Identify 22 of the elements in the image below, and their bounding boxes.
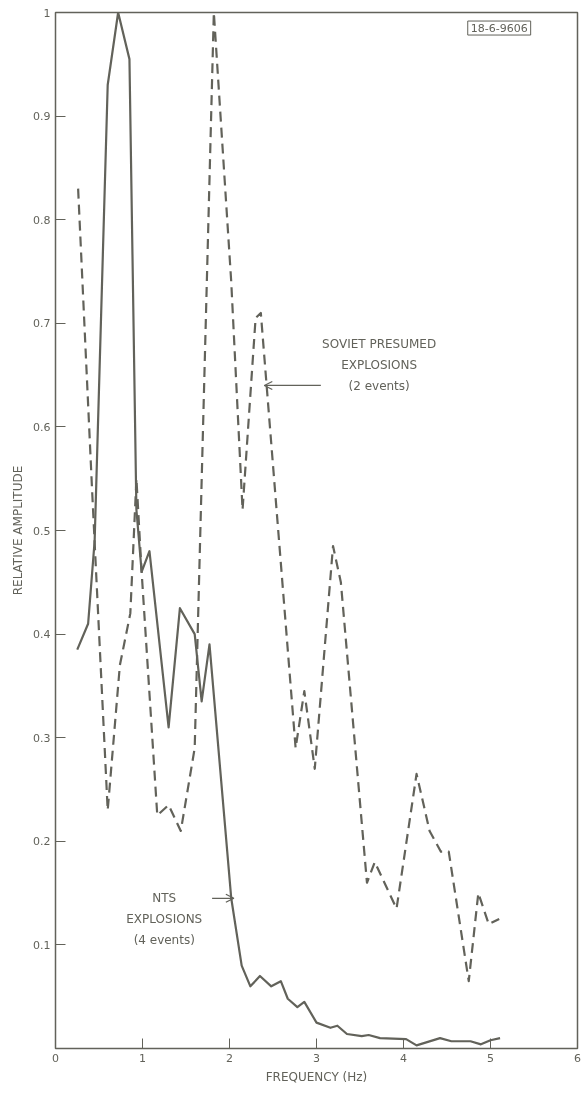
x-tick-label: 6: [574, 1051, 581, 1065]
y-tick-label: 0.1: [33, 938, 51, 952]
annotation: 18-6-9606: [470, 22, 528, 36]
y-tick-label: 0.3: [33, 731, 51, 745]
y-tick-label: 0.5: [33, 524, 51, 538]
y-tick-label: 0.4: [33, 628, 51, 642]
annotation: NTS EXPLOSIONS (4 events): [126, 891, 203, 947]
y-axis-title: RELATIVE AMPLITUDE: [11, 465, 26, 596]
x-tick-label: 5: [487, 1051, 494, 1065]
x-axis-title: FREQUENCY (Hz): [265, 1069, 368, 1084]
y-tick-label: 0.2: [33, 835, 51, 849]
y-tick-label: 0.8: [33, 213, 51, 227]
y-tick-label: 0.9: [33, 110, 51, 124]
x-tick-label: 0: [52, 1051, 59, 1065]
y-tick-label: 0.6: [33, 420, 51, 434]
x-tick-label: 4: [400, 1051, 407, 1065]
annotation: SOVIET PRESUMED EXPLOSIONS (2 events): [322, 336, 437, 393]
x-tick-label: 3: [313, 1051, 320, 1065]
x-tick-label: 1: [139, 1051, 146, 1065]
x-tick-label: 2: [226, 1051, 233, 1065]
y-tick-label: 1: [43, 6, 51, 20]
y-tick-label: 0.7: [33, 317, 51, 331]
